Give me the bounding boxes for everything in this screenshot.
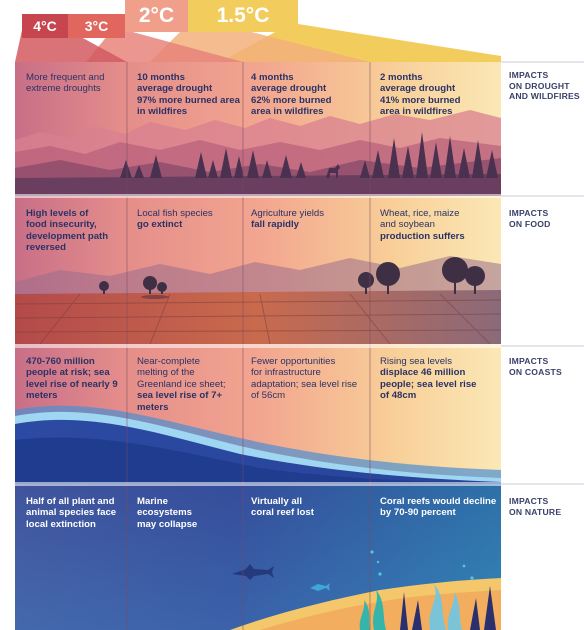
nature-ocean (15, 484, 501, 630)
tab-4c: 4°C (33, 18, 57, 34)
drought-landscape (15, 110, 501, 196)
nature-cell-1-5c: Coral reefs would decline by 70-90 percen… (380, 496, 497, 519)
nature-cell-4c: Half of all plant and animal species face… (26, 496, 117, 530)
food-cell-1-5c: Wheat, rice, maize and soybean production … (380, 208, 465, 242)
nature-cell-2c: Virtually all coral reef lost (251, 496, 314, 519)
food-landscape (14, 256, 502, 345)
food-cell-3c: Local fish species go extinct (137, 208, 213, 231)
row-label-drought: IMPACTS ON DROUGHT AND WILDFIRES (509, 70, 580, 101)
tab-1-5c: 1.5°C (216, 4, 270, 27)
row-separators (15, 61, 584, 486)
coasts-cell-4c: 470-760 million people at risk; sea level … (26, 356, 118, 402)
nature-cell-3c: Marine ecosystems may collapse (137, 496, 198, 530)
row-label-food: IMPACTS ON FOOD (509, 208, 551, 229)
drought-cell-1-5c: 2 months average drought 41% more burned ar… (380, 72, 461, 118)
coasts-cell-2c: Fewer opportunities for infrastructure ada… (251, 356, 358, 402)
food-cell-2c: Agriculture yields fall rapidly (251, 208, 325, 231)
coasts-waves (15, 405, 501, 484)
row-label-nature: IMPACTS ON NATURE (509, 496, 562, 517)
drought-cell-4c: More frequent and extreme droughts (26, 72, 105, 95)
tab-3c: 3°C (84, 18, 109, 34)
coasts-cell-3c: Near-complete melting of the Greenland ice… (137, 356, 226, 413)
food-cell-4c: High levels of food insecurity, developmen… (26, 208, 109, 254)
scenario-tabs (15, 0, 501, 62)
coasts-cell-1-5c: Rising sea levels displace 46 million peop… (380, 356, 477, 402)
drought-cell-2c: 4 months average drought 62% more burned ar… (251, 72, 332, 118)
row-label-coasts: IMPACTS ON COASTS (509, 356, 562, 377)
tab-2c: 2°C (138, 4, 175, 27)
drought-cell-3c: 10 months average drought 97% more burned … (137, 72, 240, 118)
